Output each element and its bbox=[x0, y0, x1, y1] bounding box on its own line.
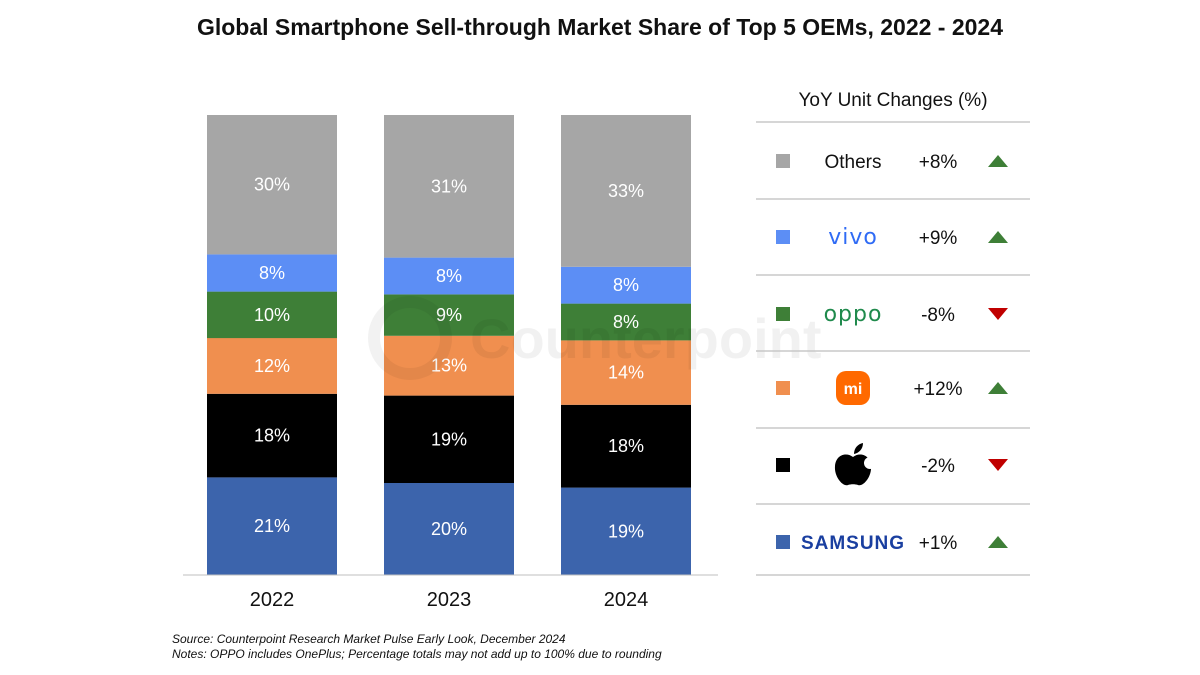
data-label-apple-2024: 18% bbox=[608, 436, 644, 456]
notes: Notes: OPPO includes OnePlus; Percentage… bbox=[172, 647, 662, 661]
legend-swatch-samsung bbox=[776, 535, 790, 549]
yoy-change-others: +8% bbox=[919, 152, 958, 173]
triangle-up-icon-vivo bbox=[988, 231, 1008, 243]
data-label-others-2023: 31% bbox=[431, 176, 467, 196]
bar-apple-2022 bbox=[207, 393, 337, 478]
data-label-apple-2022: 18% bbox=[254, 426, 290, 446]
triangle-up-icon-others bbox=[988, 155, 1008, 167]
bar-apple-2024 bbox=[561, 404, 691, 488]
data-label-vivo-2022: 8% bbox=[259, 263, 285, 283]
x-tick-labels: 2022 2023 2024 bbox=[250, 589, 649, 611]
bar-oppo-2023 bbox=[384, 294, 514, 336]
watermark: Counterpoint bbox=[368, 296, 821, 380]
legend-swatch-others bbox=[776, 154, 790, 168]
source-note: Source: Counterpoint Research Market Pul… bbox=[172, 632, 566, 646]
watermark-text: Counterpoint bbox=[470, 307, 821, 370]
triangle-down-icon-oppo bbox=[988, 308, 1008, 320]
apple-leaf bbox=[854, 443, 863, 454]
legend-swatch-apple-logo bbox=[776, 458, 790, 472]
bar-samsung-2022 bbox=[207, 477, 337, 575]
data-label-oppo-2023: 9% bbox=[436, 305, 462, 325]
legend-swatch-mi bbox=[776, 381, 790, 395]
data-label-samsung-2023: 20% bbox=[431, 519, 467, 539]
x-tick-label-2024: 2024 bbox=[604, 589, 649, 611]
chart-title: Global Smartphone Sell-through Market Sh… bbox=[196, 14, 1004, 40]
bar-oppo-2024 bbox=[561, 303, 691, 341]
footer: Source: Counterpoint Research Market Pul… bbox=[172, 632, 662, 662]
yoy-change-mi: +12% bbox=[913, 379, 962, 400]
yoy-change-apple-logo: -2% bbox=[921, 456, 955, 477]
bar-others-2022 bbox=[207, 115, 337, 255]
vivo-logo-icon: vivo bbox=[828, 225, 878, 250]
data-label-others-2022: 30% bbox=[254, 175, 290, 195]
bar-oppo-2022 bbox=[207, 291, 337, 339]
bar-apple-2023 bbox=[384, 395, 514, 483]
brand-label-others: Others bbox=[824, 152, 881, 173]
yoy-title: YoY Unit Changes (%) bbox=[798, 90, 987, 111]
apple-bite bbox=[864, 457, 876, 469]
data-label-oppo-2022: 10% bbox=[254, 305, 290, 325]
xiaomi-logo-text: mi bbox=[844, 381, 863, 398]
data-label-apple-2023: 19% bbox=[431, 429, 467, 449]
yoy-change-vivo: +9% bbox=[919, 228, 958, 249]
stacked-bars: 21% 18% 12% 10% 8% 30% 20% 19% 13% 9% 8% 31% 19% 18% 1… bbox=[207, 115, 691, 575]
bar-vivo-2024 bbox=[561, 266, 691, 304]
triangle-up-icon-mi bbox=[988, 382, 1008, 394]
data-label-others-2024: 33% bbox=[608, 181, 644, 201]
x-tick-label-2022: 2022 bbox=[250, 589, 295, 611]
watermark-logo-icon bbox=[368, 296, 452, 380]
data-label-samsung-2024: 19% bbox=[608, 521, 644, 541]
bar-mi-2022 bbox=[207, 338, 337, 394]
xiaomi-logo-icon bbox=[836, 371, 870, 405]
bar-others-2023 bbox=[384, 115, 514, 258]
bar-vivo-2023 bbox=[384, 257, 514, 295]
yoy-panel: YoY Unit Changes (%) Others +8% vivo +9% opp… bbox=[756, 90, 1030, 576]
triangle-down-icon-apple-logo bbox=[988, 459, 1008, 471]
bar-mi-2024 bbox=[561, 340, 691, 405]
yoy-change-oppo: -8% bbox=[921, 305, 955, 326]
bar-vivo-2022 bbox=[207, 254, 337, 292]
data-label-mi-2022: 12% bbox=[254, 356, 290, 376]
apple-logo-icon bbox=[834, 443, 876, 486]
data-label-mi-2024: 14% bbox=[608, 363, 644, 383]
legend-swatch-vivo bbox=[776, 230, 790, 244]
data-label-vivo-2023: 8% bbox=[436, 266, 462, 286]
bar-mi-2023 bbox=[384, 335, 514, 396]
data-label-oppo-2024: 8% bbox=[613, 312, 639, 332]
apple-body bbox=[834, 454, 872, 486]
bar-samsung-2024 bbox=[561, 487, 691, 575]
yoy-rows: Others +8% vivo +9% oppo -8% mi +12% -2% SAMSUNG +… bbox=[756, 121, 1030, 576]
oppo-logo-icon: oppo bbox=[824, 302, 883, 327]
yoy-change-samsung: +1% bbox=[919, 533, 958, 554]
bar-samsung-2023 bbox=[384, 483, 514, 575]
samsung-logo-icon: SAMSUNG bbox=[801, 533, 905, 554]
data-label-samsung-2022: 21% bbox=[254, 516, 290, 536]
legend-swatch-oppo bbox=[776, 307, 790, 321]
triangle-up-icon-samsung bbox=[988, 536, 1008, 548]
data-label-vivo-2024: 8% bbox=[613, 275, 639, 295]
data-label-mi-2023: 13% bbox=[431, 356, 467, 376]
bar-others-2024 bbox=[561, 115, 691, 267]
x-tick-label-2023: 2023 bbox=[427, 589, 472, 611]
